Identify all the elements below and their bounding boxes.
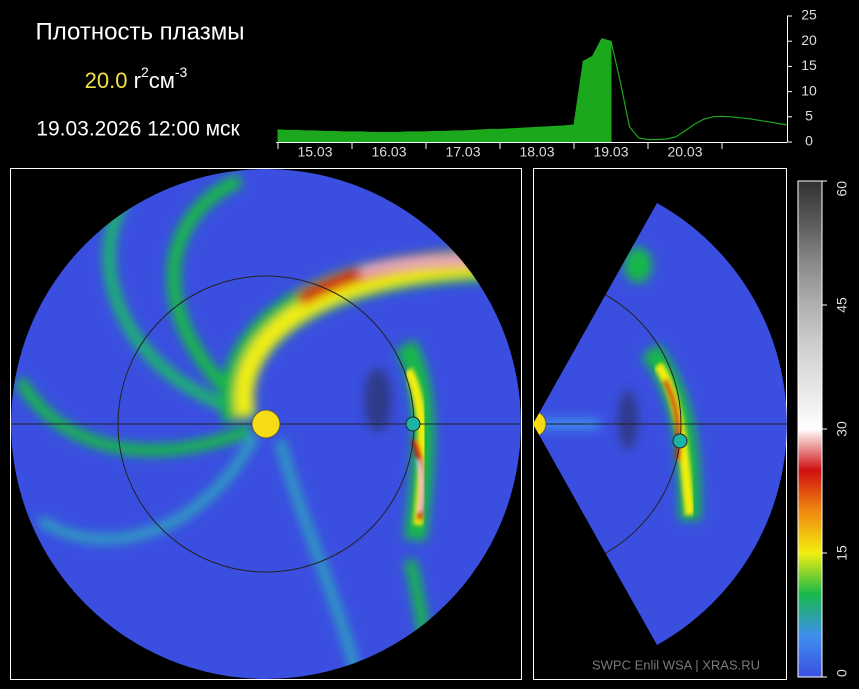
- colorbar-tick-label: 60: [834, 181, 850, 197]
- x-tick-label: 16.03: [371, 144, 406, 160]
- x-tick-label: 17.03: [445, 144, 480, 160]
- colorbar-tick-label: 30: [834, 421, 850, 437]
- earth: [405, 416, 421, 432]
- y-tick-label: 20: [801, 32, 817, 48]
- sun: [533, 410, 547, 438]
- current-value: 20.0 r2см-3: [85, 64, 188, 93]
- x-tick-label: 18.03: [519, 144, 554, 160]
- sun: [251, 409, 281, 439]
- y-tick-label: 15: [801, 57, 817, 73]
- x-tick-label: 15.03: [297, 144, 332, 160]
- y-tick-label: 5: [805, 108, 813, 124]
- colorbar-tick-label: 15: [834, 545, 850, 561]
- y-tick-label: 0: [805, 133, 813, 149]
- x-tick-label: 19.03: [593, 144, 628, 160]
- y-tick-label: 10: [801, 82, 817, 98]
- datetime: 19.03.2026 12:00 мск: [36, 118, 240, 141]
- colorbar-tick-label: 45: [834, 297, 850, 313]
- colorbar-tick-label: 0: [834, 669, 850, 677]
- colorbar: [797, 180, 823, 678]
- value: 20.0: [85, 68, 128, 93]
- unit: см: [149, 68, 175, 93]
- credit: SWPC Enlil WSA | XRAS.RU: [592, 657, 760, 672]
- title: Плотность плазмы: [36, 18, 245, 45]
- y-tick-label: 25: [801, 7, 817, 23]
- earth: [672, 433, 688, 449]
- area: [277, 38, 612, 143]
- unit: r: [134, 68, 141, 93]
- unit-exp: -3: [175, 64, 188, 80]
- line: [610, 41, 787, 141]
- x-tick-label: 20.03: [667, 144, 702, 160]
- unit-exp: 2: [141, 64, 149, 80]
